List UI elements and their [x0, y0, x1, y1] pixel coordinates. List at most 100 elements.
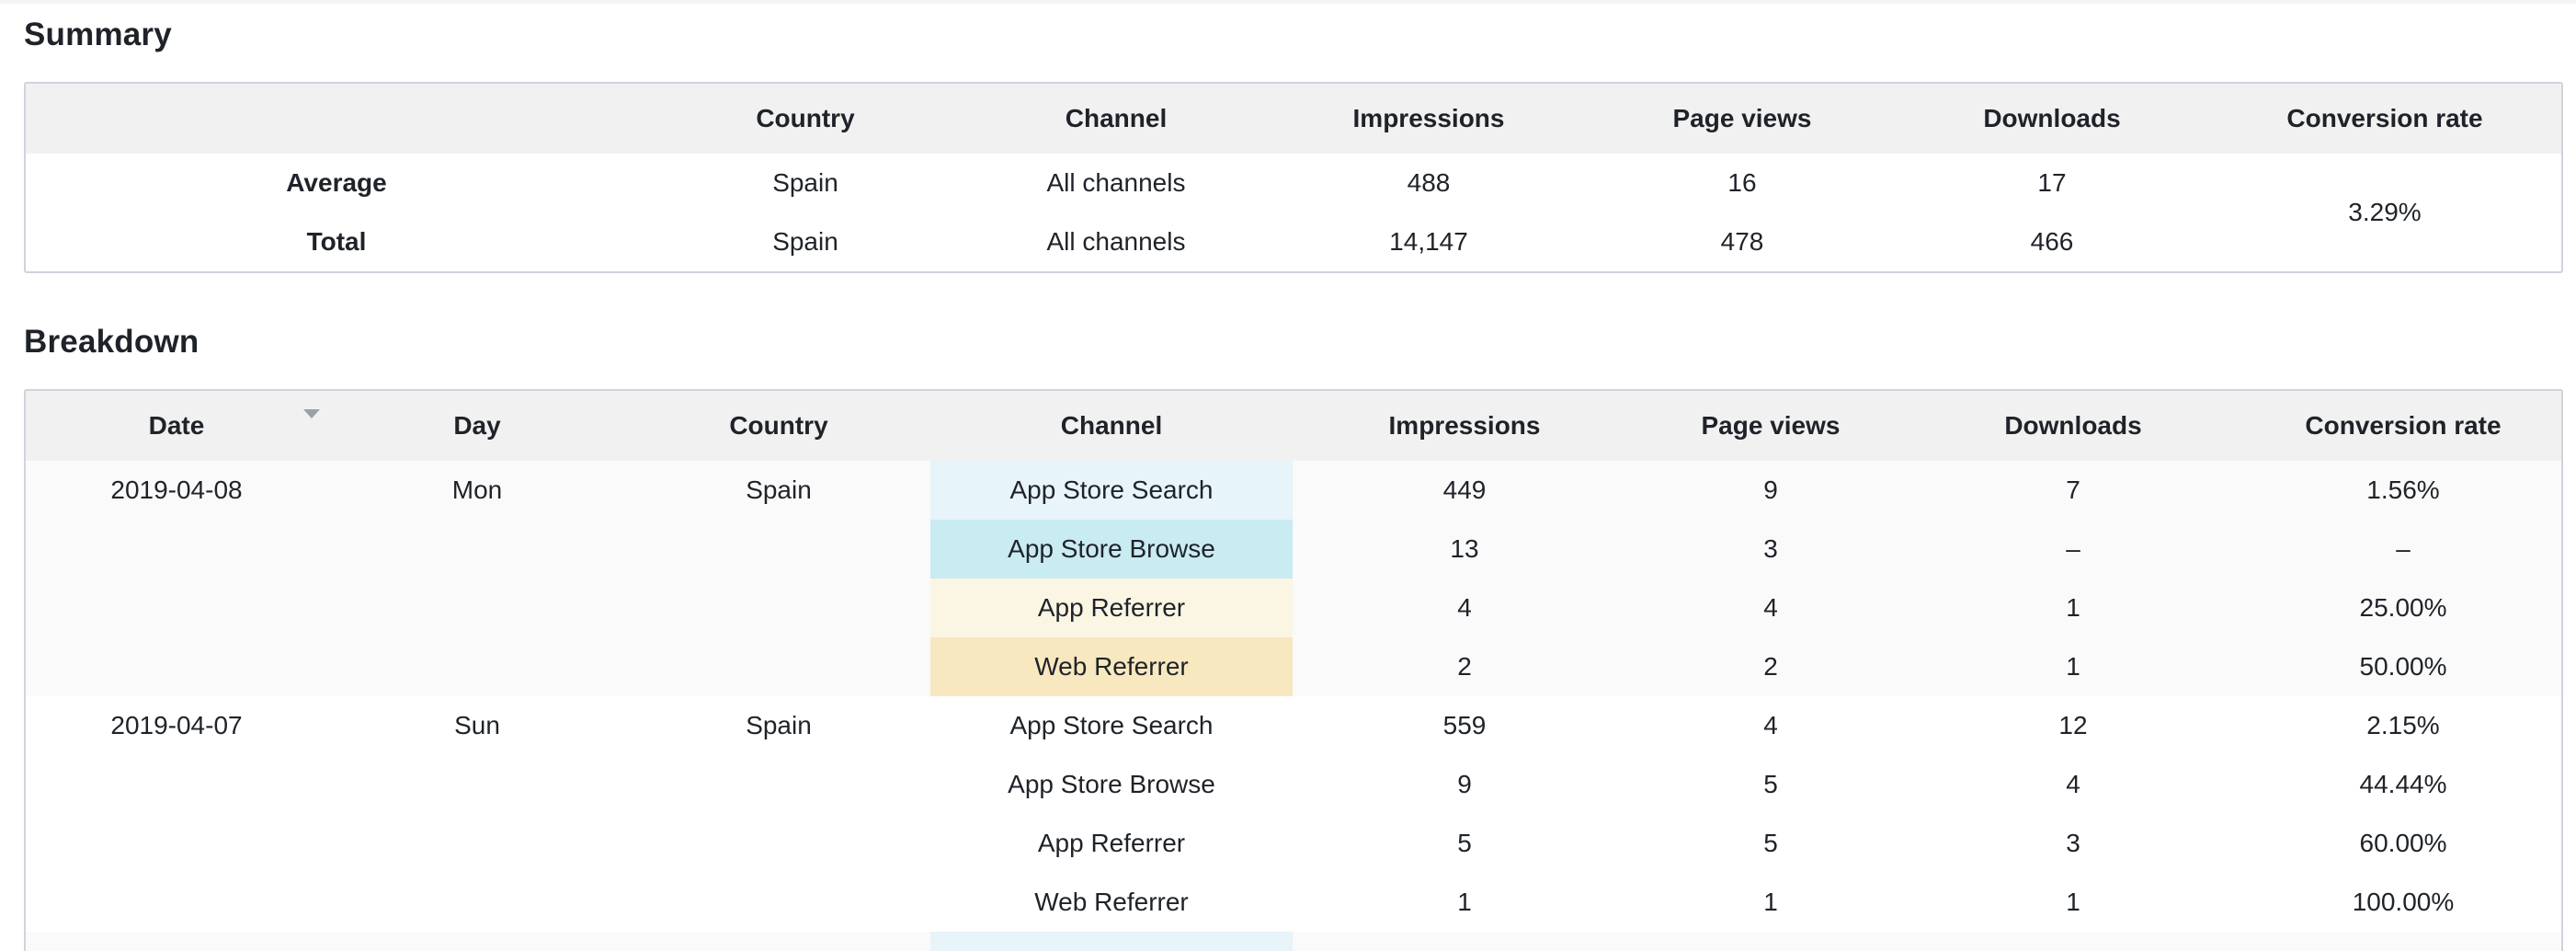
cell-conversion-rate: 25.00% — [2241, 579, 2561, 637]
cell-empty — [26, 579, 327, 637]
breakdown-header-date-label: Date — [148, 411, 205, 440]
summary-cell-country: Spain — [772, 168, 838, 197]
summary-header-country[interactable]: Country — [647, 84, 963, 154]
cell-page-views: 3 — [1636, 520, 1905, 579]
cell-empty — [327, 520, 627, 579]
cell-country: Spain — [627, 696, 930, 755]
cell-empty — [26, 520, 327, 579]
table-row: App Referrer 5 5 3 60.00% — [26, 814, 2561, 873]
summary-table: Country Channel Impressions Page views D… — [26, 84, 2561, 271]
cell-page-views: 4 — [1636, 579, 1905, 637]
cell-empty — [26, 637, 327, 696]
cell-impressions: 5 — [1293, 814, 1636, 873]
breakdown-table: Date Day Country Channel Impressions Pag… — [26, 391, 2561, 951]
summary-row-average: Average Spain All channels 488 16 17 3.2… — [26, 154, 2561, 226]
cell-page-views: 2 — [1636, 637, 1905, 696]
cell-conversion-rate: 44.44% — [2241, 755, 2561, 814]
cell-empty — [627, 873, 930, 932]
cell-empty — [26, 932, 327, 951]
cell-empty — [2241, 932, 2561, 951]
breakdown-header-page-views[interactable]: Page views — [1636, 391, 1905, 461]
breakdown-header-row: Date Day Country Channel Impressions Pag… — [26, 391, 2561, 461]
summary-row-total: Total Spain All channels 14,147 478 466 — [26, 212, 2561, 271]
cell-empty — [627, 637, 930, 696]
cell-empty — [627, 579, 930, 637]
cell-downloads: 7 — [1905, 461, 2241, 520]
cell-empty — [627, 755, 930, 814]
cell-channel: App Referrer — [930, 814, 1293, 873]
summary-row-label: Average — [286, 168, 387, 197]
cell-impressions: 1 — [1293, 873, 1636, 932]
cell-downloads: 4 — [1905, 755, 2241, 814]
cell-page-views: 1 — [1636, 873, 1905, 932]
cell-country: Spain — [627, 461, 930, 520]
cell-conversion-rate: 60.00% — [2241, 814, 2561, 873]
summary-panel: Country Channel Impressions Page views D… — [24, 82, 2563, 273]
cell-empty — [26, 755, 327, 814]
table-row: 2019-04-08 Mon Spain App Store Search 44… — [26, 461, 2561, 520]
summary-header-conversion-rate[interactable]: Conversion rate — [2208, 84, 2561, 154]
summary-cell-downloads: 17 — [2037, 168, 2067, 197]
cell-downloads: 1 — [1905, 873, 2241, 932]
summary-cell-page-views: 478 — [1720, 227, 1764, 256]
cell-empty — [327, 637, 627, 696]
table-row: 2019-04-07 Sun Spain App Store Search 55… — [26, 696, 2561, 755]
breakdown-header-conversion-rate[interactable]: Conversion rate — [2241, 391, 2561, 461]
summary-header-row: Country Channel Impressions Page views D… — [26, 84, 2561, 154]
cell-conversion-rate: 50.00% — [2241, 637, 2561, 696]
cell-page-views: 5 — [1636, 755, 1905, 814]
summary-title: Summary — [24, 17, 172, 52]
cell-downloads: – — [1905, 520, 2241, 579]
cell-channel — [930, 932, 1293, 951]
breakdown-header-country[interactable]: Country — [627, 391, 930, 461]
breakdown-title: Breakdown — [24, 324, 199, 360]
cell-impressions: 449 — [1293, 461, 1636, 520]
breakdown-header-downloads[interactable]: Downloads — [1905, 391, 2241, 461]
cell-channel: App Store Search — [930, 461, 1293, 520]
cell-channel: Web Referrer — [930, 873, 1293, 932]
cell-impressions: 13 — [1293, 520, 1636, 579]
cell-conversion-rate: 100.00% — [2241, 873, 2561, 932]
cell-channel: App Store Browse — [930, 520, 1293, 579]
cell-page-views: 5 — [1636, 814, 1905, 873]
cell-empty — [627, 814, 930, 873]
cell-conversion-rate: – — [2241, 520, 2561, 579]
summary-cell-conversion-rate: 3.29% — [2348, 198, 2422, 226]
breakdown-header-day[interactable]: Day — [327, 391, 627, 461]
cell-empty — [26, 873, 327, 932]
caret-down-icon[interactable] — [303, 409, 320, 418]
summary-header-blank — [26, 84, 647, 154]
table-row: App Store Browse 13 3 – – — [26, 520, 2561, 579]
summary-cell-channel: All channels — [1046, 227, 1186, 256]
summary-row-label: Total — [306, 227, 367, 256]
table-row: Web Referrer 1 1 1 100.00% — [26, 873, 2561, 932]
summary-cell-country: Spain — [772, 227, 838, 256]
table-row: App Store Browse 9 5 4 44.44% — [26, 755, 2561, 814]
summary-cell-impressions: 488 — [1407, 168, 1451, 197]
top-divider — [0, 0, 2576, 4]
cell-empty — [1636, 932, 1905, 951]
breakdown-header-impressions[interactable]: Impressions — [1293, 391, 1636, 461]
breakdown-panel: Date Day Country Channel Impressions Pag… — [24, 389, 2563, 951]
summary-header-channel[interactable]: Channel — [963, 84, 1269, 154]
cell-impressions: 4 — [1293, 579, 1636, 637]
cell-downloads: 12 — [1905, 696, 2241, 755]
summary-header-impressions[interactable]: Impressions — [1269, 84, 1589, 154]
cell-impressions: 2 — [1293, 637, 1636, 696]
breakdown-header-channel[interactable]: Channel — [930, 391, 1293, 461]
summary-header-downloads[interactable]: Downloads — [1896, 84, 2208, 154]
cell-empty — [327, 755, 627, 814]
cell-impressions: 9 — [1293, 755, 1636, 814]
cell-impressions: 559 — [1293, 696, 1636, 755]
cell-date: 2019-04-07 — [26, 696, 327, 755]
breakdown-header-date[interactable]: Date — [26, 391, 327, 461]
cell-empty — [1293, 932, 1636, 951]
cell-conversion-rate: 2.15% — [2241, 696, 2561, 755]
summary-cell-impressions: 14,147 — [1389, 227, 1468, 256]
summary-header-page-views[interactable]: Page views — [1589, 84, 1896, 154]
table-row: App Referrer 4 4 1 25.00% — [26, 579, 2561, 637]
cell-empty — [627, 932, 930, 951]
cell-downloads: 3 — [1905, 814, 2241, 873]
cell-date: 2019-04-08 — [26, 461, 327, 520]
